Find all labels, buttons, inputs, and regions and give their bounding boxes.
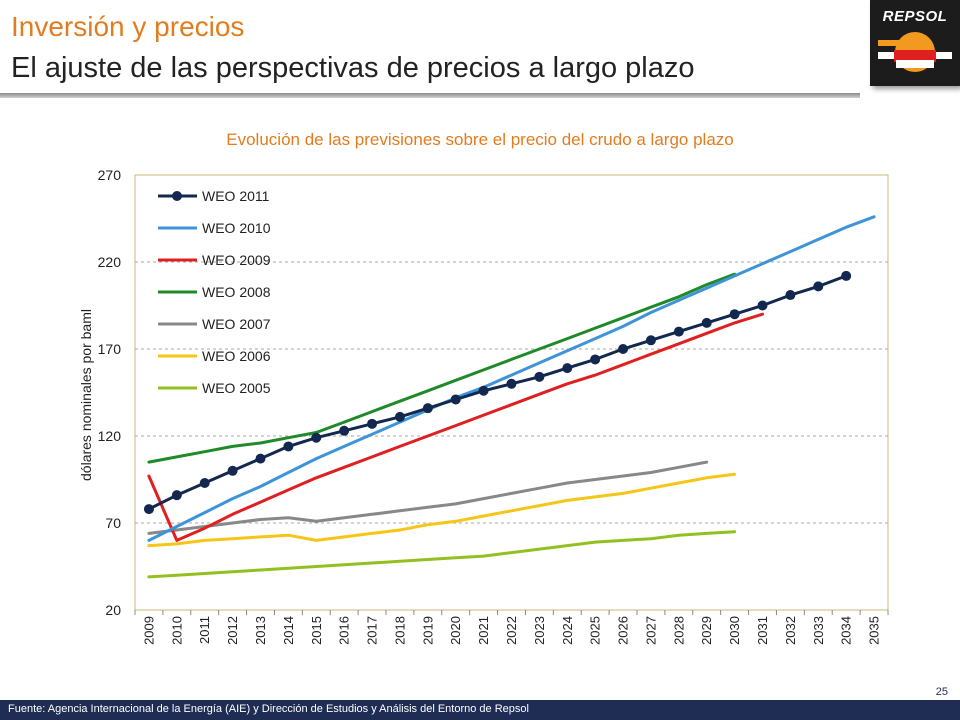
legend-label: WEO 2010 [202,220,271,236]
x-tick-label: 2032 [783,616,798,645]
data-point [199,477,210,488]
data-point [171,490,182,501]
footer-bar: Fuente: Agencia Internacional de la Ener… [0,686,960,720]
data-point [757,300,768,311]
y-tick-label: 170 [98,341,122,357]
data-point [534,371,545,382]
page-title: Inversión y precios [11,11,245,42]
series-line [147,215,876,542]
x-tick-label: 2024 [560,616,575,645]
x-tick-label: 2021 [476,616,491,645]
data-point [618,344,629,354]
data-point [450,394,461,405]
series-line [147,530,737,579]
data-point [283,441,294,452]
legend-label: WEO 2006 [202,348,271,364]
x-tick-label: 2033 [811,616,826,645]
legend-label: WEO 2005 [202,380,271,396]
data-point [478,385,489,396]
x-tick-label: 2019 [420,616,435,645]
repsol-logo: REPSOL [870,0,960,86]
x-tick-label: 2012 [225,616,240,645]
data-point [311,432,322,443]
y-tick-label: 70 [105,515,121,531]
data-point [227,465,238,476]
x-tick-label: 2016 [337,616,352,645]
data-point [143,504,154,515]
x-tick-label: 2018 [392,616,407,645]
series-line [147,460,709,535]
data-point [339,425,350,436]
y-tick-label: 20 [105,602,121,618]
page-subtitle: El ajuste de las perspectivas de precios… [11,52,695,84]
data-point [729,309,740,320]
header-divider [0,93,860,98]
x-tick-label: 2010 [169,616,184,645]
x-tick-label: 2009 [141,616,156,645]
x-tick-label: 2023 [532,616,547,645]
x-tick-label: 2011 [197,616,212,644]
chart-title: Evolución de las previsiones sobre el pr… [226,130,734,149]
x-tick-label: 2022 [504,616,519,645]
y-tick-label: 270 [98,167,122,183]
data-point [562,363,573,374]
x-tick-label: 2025 [588,616,603,645]
x-tick-label: 2020 [448,616,463,645]
x-tick-label: 2030 [727,616,742,645]
legend-marker [172,191,182,201]
legend-label: WEO 2011 [202,188,270,204]
x-tick-label: 2028 [671,616,686,645]
data-point [673,326,684,337]
x-tick-label: 2014 [281,616,296,645]
x-tick-label: 2017 [365,616,380,645]
x-tick-label: 2026 [616,616,631,645]
x-tick-label: 2034 [839,616,854,645]
x-tick-label: 2035 [867,616,882,645]
x-tick-label: 2029 [699,616,714,645]
data-point [841,270,852,281]
plot-area [134,174,889,611]
y-tick-label: 220 [98,254,122,270]
legend-label: WEO 2009 [202,252,271,268]
x-tick-label: 2027 [643,616,658,645]
data-point [367,418,378,429]
series-line [147,472,737,548]
data-point [394,411,405,422]
x-tick-label: 2031 [755,616,770,645]
data-point [590,354,601,365]
legend-label: WEO 2008 [202,284,271,300]
x-tick-label: 2013 [253,616,268,645]
page-number: 25 [935,686,948,698]
data-point [422,403,433,414]
series-line [147,272,737,464]
data-point [506,378,517,389]
data-point [785,290,796,301]
data-point [701,317,712,328]
series-line [147,312,764,542]
logo-wordmark: REPSOL [882,8,948,25]
x-tick-label: 2015 [309,616,324,645]
source-note: Fuente: Agencia Internacional de la Ener… [8,703,529,715]
data-point [813,281,824,292]
y-tick-label: 120 [98,428,122,444]
data-point [255,453,266,464]
data-point [645,335,656,346]
legend-label: WEO 2007 [202,316,271,332]
logo-emblem-icon [878,32,952,72]
line-chart: 20 70 120 170 220 270 2009 2010 2011 2012 2013 2014… [98,167,889,645]
